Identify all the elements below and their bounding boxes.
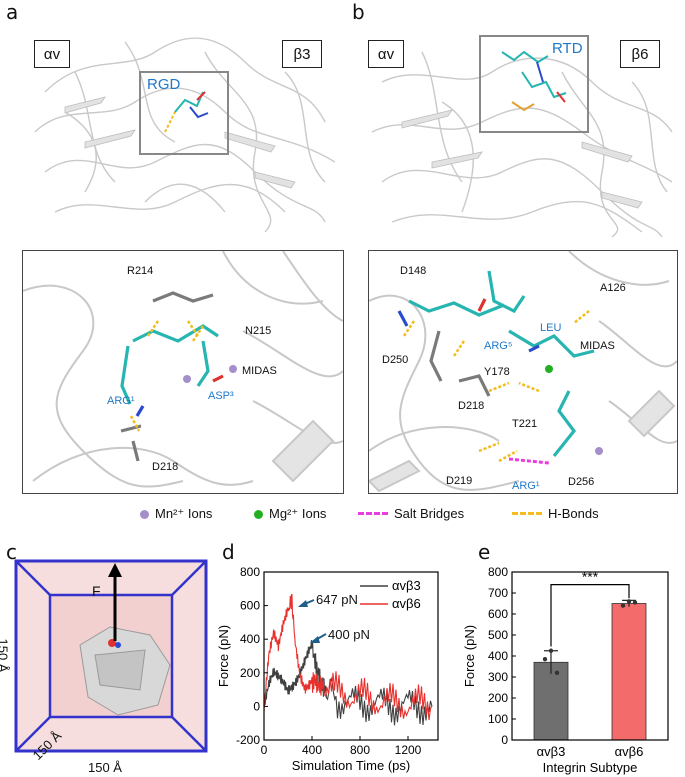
alpha-v-box-b: αv <box>368 40 404 68</box>
y-tick-label: 400 <box>240 632 260 646</box>
annotation-400: 400 pN <box>328 627 370 642</box>
residue-midas-b: MIDAS <box>580 340 615 352</box>
bar-1 <box>611 603 647 741</box>
residue-arg1-a: ARG¹ <box>107 395 135 407</box>
legend-series-label: αvβ3 <box>392 578 421 593</box>
legend-mg-label: Mg²⁺ Ions <box>269 506 327 521</box>
data-point <box>620 603 626 608</box>
legend-series-label: αvβ6 <box>392 596 421 611</box>
bar-0 <box>533 661 569 741</box>
residue-r214: R214 <box>127 265 154 277</box>
residue-d219: D219 <box>446 475 473 487</box>
significance-stars: *** <box>582 569 599 585</box>
panel-label-a: a <box>6 0 19 24</box>
y-tick-label: 400 <box>488 649 508 663</box>
legend-mn-ions: Mn²⁺ Ions <box>140 506 212 522</box>
residue-arg1-b: ARG¹ <box>512 480 540 492</box>
force-label: F <box>92 583 101 599</box>
y-tick-label: 800 <box>240 565 260 579</box>
x-axis-label: Simulation Time (ps) <box>292 758 410 773</box>
y-tick-label: 800 <box>488 565 508 579</box>
x-tick-label: 1200 <box>395 743 422 757</box>
force-bar-chart: αvβ3 αvβ6 0 100 200 300 400 500 600 700 800 Integri… <box>462 565 669 775</box>
x-tick-label: 800 <box>350 743 370 757</box>
x-tick-label: 0 <box>261 743 268 757</box>
data-point <box>626 599 632 604</box>
residue-d256: D256 <box>568 476 595 488</box>
residue-d218-b: D218 <box>458 400 485 412</box>
y-tick-label: 500 <box>488 628 508 642</box>
legend-mn-label: Mn²⁺ Ions <box>155 506 213 521</box>
dim-left-label: 150 Å <box>0 638 11 673</box>
y-tick-label: 600 <box>240 599 260 613</box>
residue-asp3: ASP³ <box>208 390 234 402</box>
dim-bottom-label: 150 Å <box>88 760 122 775</box>
residue-d148: D148 <box>400 265 427 277</box>
binding-site-zoom-a <box>22 250 344 494</box>
data-point <box>554 670 560 675</box>
arrow-head-647 <box>298 600 308 607</box>
y-axis-label: Force (pN) <box>216 625 231 687</box>
y-tick-label: -200 <box>236 733 260 747</box>
mg-dot-icon <box>254 509 263 519</box>
plot-frame <box>263 571 439 741</box>
y-tick-label: 300 <box>488 670 508 684</box>
panel-label-c: c <box>6 540 17 564</box>
residue-d250: D250 <box>382 354 409 366</box>
data-point <box>632 600 638 605</box>
y-tick-label: 100 <box>488 712 508 726</box>
residue-a126: A126 <box>600 282 626 294</box>
series-line-0 <box>263 640 433 726</box>
y-axis-label: Force (pN) <box>462 625 477 687</box>
y-tick-label: 0 <box>253 699 260 713</box>
panel-label-e: e <box>478 540 491 564</box>
panel-label-d: d <box>222 540 235 564</box>
y-tick-label: 0 <box>501 733 508 747</box>
y-tick-label: 200 <box>240 666 260 680</box>
x-tick-label: αvβ6 <box>615 744 644 759</box>
beta3-box: β3 <box>282 40 322 68</box>
panel-label-b: b <box>352 0 365 24</box>
residue-y178: Y178 <box>484 366 510 378</box>
residue-leu: LEU <box>540 322 562 334</box>
legend-salt-label: Salt Bridges <box>394 506 465 521</box>
y-tick-label: 200 <box>488 691 508 705</box>
beta6-box: β6 <box>620 40 660 68</box>
significance-bracket <box>550 584 630 647</box>
mn-dot-icon <box>140 509 149 519</box>
legend-hbond-label: H-Bonds <box>548 506 599 521</box>
x-axis-label: Integrin Subtype <box>543 760 638 775</box>
data-point <box>542 656 548 662</box>
rgd-label: RGD <box>147 76 181 93</box>
x-tick-label: αvβ3 <box>537 744 566 759</box>
legend-salt-bridges: Salt Bridges <box>358 506 464 521</box>
h-bond-dash-icon <box>512 512 542 515</box>
annotation-647: 647 pN <box>316 592 358 607</box>
binding-site-zoom-b <box>368 250 678 494</box>
alpha-v-box-a: αv <box>34 40 70 68</box>
residue-d218-a: D218 <box>152 461 179 473</box>
arrow-head-400 <box>310 636 320 643</box>
series-line-1 <box>263 593 433 721</box>
legend-h-bonds: H-Bonds <box>512 506 599 521</box>
residue-t221: T221 <box>512 418 538 430</box>
rtd-label: RTD <box>552 40 583 57</box>
protein-structure-image-a <box>25 12 343 242</box>
salt-bridge-dash-icon <box>358 512 388 515</box>
data-point <box>548 648 554 653</box>
y-tick-label: 600 <box>488 607 508 621</box>
y-tick-label: 700 <box>488 586 508 600</box>
protein-structure-image-b <box>362 12 678 242</box>
simulation-box-diagram <box>14 559 208 753</box>
legend-mg-ions: Mg²⁺ Ions <box>254 506 326 522</box>
x-tick-label: 400 <box>302 743 322 757</box>
residue-arg5: ARG⁵ <box>484 340 513 352</box>
residue-midas-a: MIDAS <box>242 365 277 377</box>
residue-n215: N215 <box>245 325 272 337</box>
